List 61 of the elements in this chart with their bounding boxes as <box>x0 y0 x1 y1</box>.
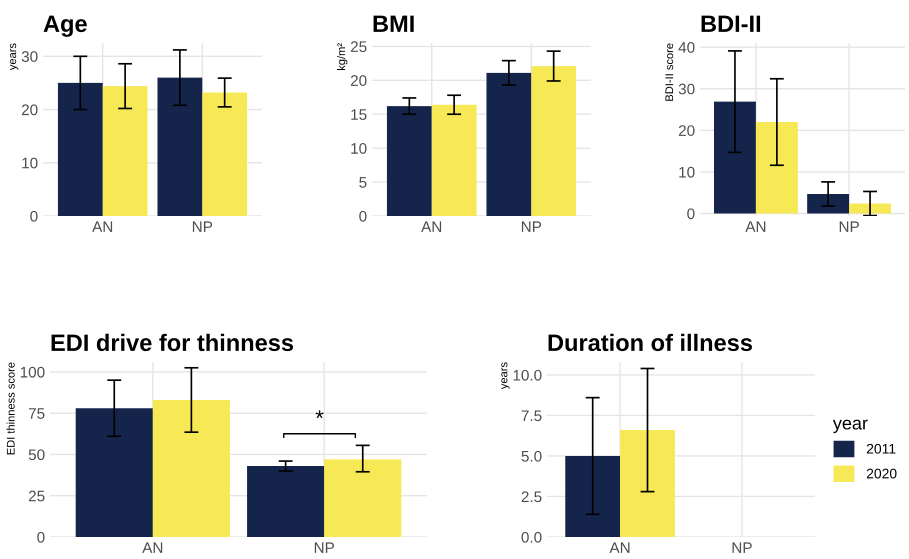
bar <box>247 466 324 537</box>
y-tick-label: 50 <box>28 449 45 460</box>
x-tick-label: NP <box>732 542 752 553</box>
chart-title: Duration of illness <box>548 334 752 352</box>
chart-title: EDI drive for thinness <box>52 334 294 352</box>
x-tick-label: AN <box>421 221 442 232</box>
y-tick-label: 10.0 <box>514 370 542 381</box>
chart-title: BDI-II <box>702 16 760 32</box>
y-tick-label: 20 <box>22 104 38 116</box>
bar <box>76 408 153 537</box>
x-tick-label: AN <box>92 221 112 232</box>
bar <box>714 102 756 214</box>
legend-title: year <box>832 420 868 434</box>
chart-title: Age <box>44 16 87 37</box>
y-tick-label: 0 <box>687 208 695 220</box>
y-tick-label: 2.5 <box>522 491 542 502</box>
x-tick-label: NP <box>314 542 334 553</box>
y-tick-label: 0 <box>30 210 38 222</box>
bar <box>386 106 432 216</box>
y-tick-label: 0 <box>359 210 367 222</box>
bar <box>432 104 477 216</box>
y-tick-label: 10 <box>679 166 695 178</box>
legend-label: 2011 <box>866 444 896 454</box>
y-tick-label: 10 <box>351 143 367 154</box>
x-tick-label: AN <box>142 542 162 553</box>
y-tick-label: 7.5 <box>522 410 542 422</box>
bar <box>807 194 850 214</box>
bar <box>324 459 402 537</box>
annotation: * <box>316 410 324 418</box>
y-axis-title: years <box>501 362 510 390</box>
bar <box>756 122 798 214</box>
x-tick-label: NP <box>840 221 859 232</box>
x-tick-label: AN <box>610 542 630 553</box>
y-tick-label: 20 <box>678 125 695 136</box>
chart-title: BMI <box>374 16 414 32</box>
legend-label: 2020 <box>866 468 897 478</box>
bar <box>486 72 532 216</box>
y-axis-title: BDI-II score <box>665 43 674 101</box>
y-tick-label: 25 <box>28 490 44 502</box>
x-tick-label: NP <box>522 221 542 232</box>
x-tick-label: AN <box>745 221 766 232</box>
y-axis-title: years <box>10 43 18 70</box>
y-tick-label: 75 <box>28 408 44 419</box>
y-tick-label: 20 <box>350 75 367 86</box>
y-axis-title: EDI thinness score <box>6 362 15 454</box>
bar <box>849 204 892 214</box>
bar <box>152 400 230 537</box>
y-axis-title: kg/m² <box>337 43 348 70</box>
y-tick-label: 30 <box>678 84 695 94</box>
y-tick-label: 25 <box>350 41 366 52</box>
y-tick-label: 40 <box>678 42 695 53</box>
y-tick-label: 5.0 <box>522 450 542 462</box>
y-tick-label: 10 <box>22 158 38 168</box>
x-tick-label: NP <box>192 221 212 232</box>
y-tick-label: 15 <box>351 109 366 120</box>
y-tick-label: 30 <box>22 51 38 62</box>
y-tick-label: 5 <box>359 177 366 188</box>
y-tick-label: 0.0 <box>522 532 542 543</box>
y-tick-label: 0 <box>37 532 45 543</box>
bar <box>531 66 576 216</box>
y-tick-label: 100 <box>20 366 45 378</box>
